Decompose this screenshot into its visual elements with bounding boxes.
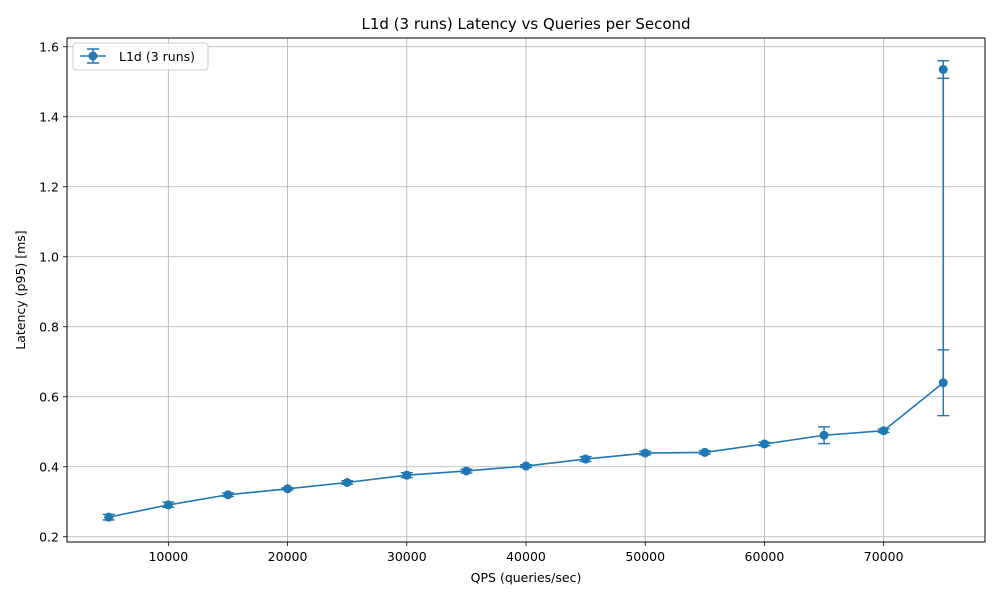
y-tick-label: 1.0: [39, 249, 59, 264]
chart-title: L1d (3 runs) Latency vs Queries per Seco…: [361, 15, 690, 33]
x-tick-label: 30000: [387, 549, 427, 564]
data-point: [581, 454, 591, 464]
data-point: [938, 65, 948, 74]
x-tick-label: 10000: [148, 549, 188, 564]
legend-label: L1d (3 runs): [119, 49, 195, 64]
data-point: [223, 490, 233, 500]
data-point: [342, 478, 352, 487]
legend-marker: [88, 51, 98, 61]
data-point: [640, 448, 650, 458]
legend-box: [72, 42, 209, 71]
legend: L1d (3 runs): [72, 42, 209, 71]
series-line: [108, 69, 945, 518]
data-point: [759, 439, 769, 449]
data-point: [819, 430, 829, 440]
y-tick-label: 1.6: [39, 39, 59, 54]
y-axis: 0.2 0.4 0.6 0.8 1.0 1.2 1.4 1.6: [39, 39, 67, 544]
x-axis: 10000 20000 30000 40000 50000 60000 70000: [148, 542, 904, 564]
y-tick-label: 0.4: [39, 459, 59, 474]
data-point: [461, 466, 471, 476]
series-layer: [102, 60, 950, 522]
y-tick-label: 1.2: [39, 179, 59, 194]
data-point: [163, 500, 173, 510]
y-tick-label: 0.2: [39, 529, 59, 544]
grid: [67, 38, 985, 542]
y-axis-label: Latency (p95) [ms]: [13, 230, 28, 349]
data-point: [104, 512, 114, 522]
x-tick-label: 60000: [745, 549, 785, 564]
x-axis-label: QPS (queries/sec): [471, 570, 582, 585]
x-tick-label: 50000: [625, 549, 665, 564]
x-tick-label: 20000: [268, 549, 308, 564]
data-point: [402, 470, 412, 480]
x-tick-label: 40000: [506, 549, 546, 564]
y-tick-label: 1.4: [39, 109, 59, 124]
data-point: [521, 461, 531, 471]
data-point: [938, 378, 948, 388]
y-tick-label: 0.8: [39, 319, 59, 334]
data-point: [283, 484, 293, 494]
data-point: [700, 447, 710, 457]
x-tick-label: 70000: [864, 549, 904, 564]
data-point: [879, 426, 889, 436]
y-tick-label: 0.6: [39, 389, 59, 404]
